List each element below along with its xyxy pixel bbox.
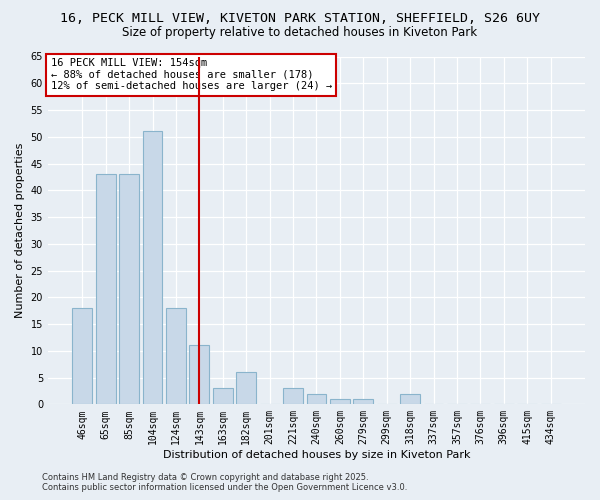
Text: Contains HM Land Registry data © Crown copyright and database right 2025.
Contai: Contains HM Land Registry data © Crown c… [42, 473, 407, 492]
Bar [190, 346, 209, 405]
Bar [307, 394, 326, 404]
Bar [213, 388, 233, 404]
X-axis label: Distribution of detached houses by size in Kiveton Park: Distribution of detached houses by size … [163, 450, 470, 460]
Bar [283, 388, 303, 404]
Bar [96, 174, 116, 404]
Bar [400, 394, 420, 404]
Bar [353, 399, 373, 404]
Text: Size of property relative to detached houses in Kiveton Park: Size of property relative to detached ho… [122, 26, 478, 39]
Y-axis label: Number of detached properties: Number of detached properties [15, 142, 25, 318]
Bar [143, 132, 163, 404]
Text: 16 PECK MILL VIEW: 154sqm
← 88% of detached houses are smaller (178)
12% of semi: 16 PECK MILL VIEW: 154sqm ← 88% of detac… [50, 58, 332, 92]
Text: 16, PECK MILL VIEW, KIVETON PARK STATION, SHEFFIELD, S26 6UY: 16, PECK MILL VIEW, KIVETON PARK STATION… [60, 12, 540, 26]
Bar [236, 372, 256, 404]
Bar [330, 399, 350, 404]
Bar [119, 174, 139, 404]
Bar [73, 308, 92, 404]
Bar [166, 308, 186, 404]
